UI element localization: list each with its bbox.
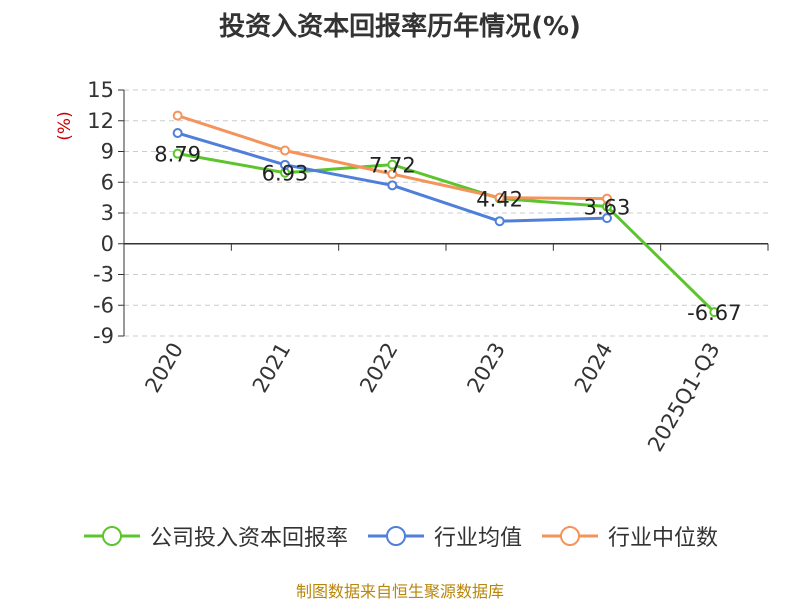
legend-label: 行业中位数 — [608, 526, 719, 551]
legend-marker — [385, 526, 406, 546]
series-point-2 — [280, 145, 290, 156]
legend-swatch — [542, 526, 598, 546]
series — [172, 110, 720, 318]
legend-label: 公司投入资本回报率 — [149, 526, 348, 551]
series-line-0 — [177, 152, 716, 314]
x-tick-label: 2023 — [462, 338, 510, 396]
y-tick-label: 9 — [101, 140, 114, 164]
series-point-1 — [387, 180, 398, 191]
y-tick-label: 15 — [87, 78, 114, 102]
legend: 公司投入资本回报率 行业均值 行业中位数 — [0, 518, 800, 554]
legend-item[interactable]: 行业中位数 — [540, 520, 718, 552]
series-point-2 — [602, 193, 612, 204]
axes: 15 12 9 6 3 0 -3 -6 -9 2020 2021 2022 2023 2024 2025Q1… — [55, 78, 769, 456]
series-point-0 — [172, 148, 183, 159]
y-tick-label: -9 — [93, 324, 114, 348]
data-label: 6.93 — [262, 162, 309, 186]
chart-title: 投资入资本回报率历年情况(%) — [219, 12, 581, 42]
grid-lines — [124, 89, 768, 337]
y-tick-label: 6 — [101, 170, 114, 194]
y-tick-label: 0 — [101, 232, 114, 256]
legend-item[interactable]: 行业均值 — [366, 520, 522, 552]
y-tick-label: -6 — [93, 293, 114, 317]
series-point-1 — [172, 128, 183, 139]
x-tick-label: 2022 — [355, 339, 403, 397]
legend-swatch — [83, 526, 140, 546]
legend-swatch — [367, 526, 424, 546]
legend-marker — [101, 526, 122, 546]
series-point-2 — [387, 169, 398, 180]
series-point-2 — [494, 192, 505, 203]
data-label: 4.42 — [476, 187, 523, 211]
x-tick-label: 2024 — [570, 339, 618, 397]
y-axis-label: (%) — [55, 111, 75, 140]
series-point-0 — [387, 159, 398, 170]
y-tick-label: 12 — [87, 109, 114, 133]
data-label: -6.67 — [687, 301, 741, 325]
legend-marker — [560, 526, 580, 546]
series-point-1 — [602, 213, 612, 224]
y-tick-label: -3 — [93, 263, 114, 287]
data-label: 8.79 — [154, 143, 201, 167]
x-tick-label: 2020 — [140, 339, 188, 397]
y-tick-label: 3 — [101, 201, 114, 225]
data-label: 3.63 — [584, 196, 631, 220]
x-tick-label: 2021 — [248, 339, 296, 397]
legend-label: 行业均值 — [433, 526, 522, 551]
data-labels: 8.79 6.93 7.72 4.42 3.63 -6.67 — [154, 143, 741, 325]
series-point-1 — [280, 159, 290, 170]
source-note: 制图数据来自恒生聚源数据库 — [295, 582, 504, 601]
legend-item[interactable]: 公司投入资本回报率 — [82, 520, 348, 552]
series-point-1 — [494, 216, 505, 227]
series-point-2 — [172, 110, 183, 121]
x-tick-label: 2025Q1-Q3 — [643, 339, 725, 456]
data-label: 7.72 — [369, 154, 416, 178]
series-point-0 — [709, 307, 720, 318]
